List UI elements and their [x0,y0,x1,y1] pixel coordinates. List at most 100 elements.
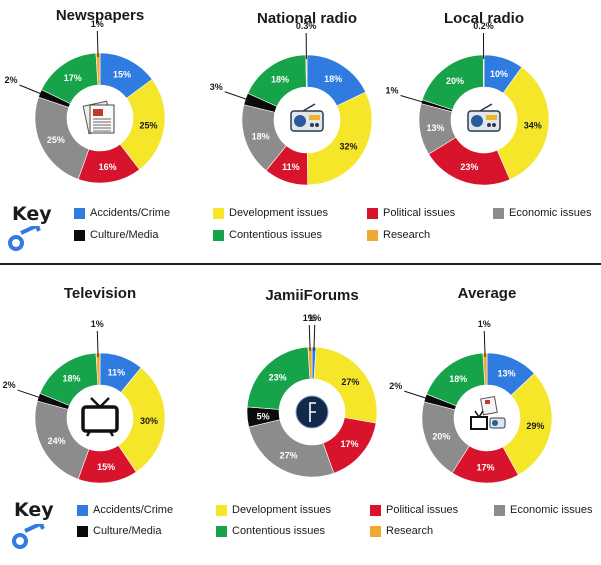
slice-label: 25% [47,135,65,145]
legend-label: Political issues [386,504,459,516]
legend-swatch [77,525,88,537]
slice-label: 18% [324,74,342,84]
slice-label: 32% [340,141,358,151]
legend-item-research: Research [367,229,430,241]
key-icon [8,221,50,257]
legend-label: Economic issues [509,207,592,219]
legend-label: Accidents/Crime [90,207,171,219]
slice-label: 18% [271,75,289,85]
legend-item-economic: Economic issues [494,504,593,516]
slice-label: 27% [341,377,359,387]
slice-label: 13% [497,369,515,379]
legend-label: Contentious issues [232,525,325,537]
legend-item-development: Development issues [216,504,331,516]
slice-label: 1% [478,319,491,329]
legend-label: Economic issues [510,504,593,516]
legend-item-accidents: Accidents/Crime [77,504,173,516]
legend-label: Culture/Media [90,229,159,241]
legend-item-contentious: Contentious issues [216,525,325,537]
legend-swatch [216,504,227,516]
slice-label: 10% [490,69,508,79]
donut-slice [482,54,485,88]
slice-label: 2% [4,75,17,85]
television-icon [81,397,119,437]
media-collage-icon [470,395,506,430]
donut-chart: Average 13% 29% 17% 20% 2% 18% 1% [389,285,553,484]
legend-title: Key [14,499,54,521]
donut-chart: JamiiForums 1% 27% 17% 27% 5% 23% 1% [246,287,378,478]
slice-label: 5% [257,411,270,421]
slice-label: 23% [460,162,478,172]
legend-swatch [74,207,85,219]
radio-icon [290,103,324,132]
legend-label: Research [383,229,431,241]
slice-label: 11% [282,162,300,172]
leader-line [96,331,99,358]
legend-label: Research [386,525,434,537]
legend-item-development: Development issues [213,207,328,219]
legend-swatch [74,229,85,241]
legend-label: Political issues [383,207,456,219]
leader-line [308,325,311,352]
legend-item-research: Research [370,525,433,537]
key-icon [12,519,54,555]
legend-title: Key [12,203,52,225]
legend-item-political: Political issues [367,207,455,219]
legend-swatch [213,207,224,219]
radio-icon [467,103,501,132]
slice-label: 17% [476,462,494,472]
slice-label: 20% [432,432,450,442]
slice-label: 1% [386,85,399,95]
legend-swatch [216,525,227,537]
legend-item-contentious: Contentious issues [213,229,322,241]
legend-swatch [493,207,504,219]
legend-swatch [494,504,505,516]
leader-line [400,95,426,104]
legend-item-culture: Culture/Media [74,229,158,241]
slice-label: 13% [427,123,445,133]
section-divider [0,263,601,265]
leader-line [19,84,44,96]
slice-label: 15% [97,462,115,472]
slice-label: 34% [524,121,542,131]
slice-label: 0.3% [296,21,317,31]
slice-label: 30% [140,416,158,426]
slice-label: 1% [308,313,321,323]
chart-title: Newspapers [56,7,144,24]
legend-item-political: Political issues [370,504,458,516]
donut-chart: Television 11% 30% 15% 24% 2% 18% 1% [3,285,166,484]
slice-label: 25% [140,120,158,130]
slice-label: 0.2% [473,21,494,31]
donut-chart: National radio 18% 32% 11% 18% 3% 18% 0.3% [210,10,373,186]
legend-label: Accidents/Crime [93,504,174,516]
donut-chart: Local radio 10% 34% 23% 13% 1% 20% 0.2% [386,10,550,186]
slice-label: 18% [62,374,80,384]
chart-title: Television [64,285,136,302]
legend-item-culture: Culture/Media [77,525,161,537]
slice-label: 2% [389,381,402,391]
leader-line [224,91,250,101]
legend-label: Contentious issues [229,229,322,241]
slice-label: 1% [91,319,104,329]
chart-title: Local radio [444,10,524,27]
slice-label: 20% [446,76,464,86]
legend-swatch [213,229,224,241]
legend-swatch [370,525,381,537]
slice-label: 18% [252,131,270,141]
legend-swatch [367,229,378,241]
slice-label: 23% [269,373,287,383]
chart-title: National radio [257,10,357,27]
chart-title: Average [458,285,517,302]
legend-item-accidents: Accidents/Crime [74,207,170,219]
slice-label: 1% [303,313,316,323]
slice-label: 29% [526,421,544,431]
chart-title: JamiiForums [265,287,358,304]
legend-swatch [77,504,88,516]
slice-label: 2% [3,380,16,390]
donut-chart: Newspapers 15% 25% 16% 25% 2% 17% 1% [4,7,166,184]
legend-item-economic: Economic issues [493,207,592,219]
leader-line [17,389,43,399]
slice-label: 11% [108,367,126,377]
slice-label: 17% [64,73,82,83]
